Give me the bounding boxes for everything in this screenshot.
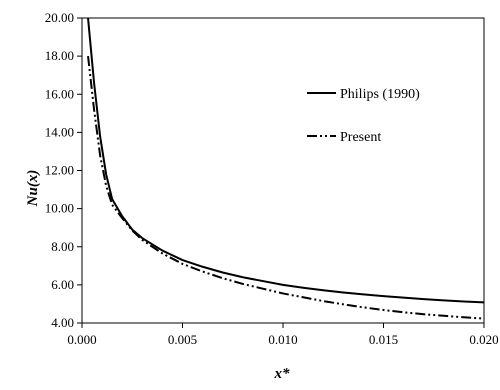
- y-tick-label: 4.00: [51, 315, 74, 330]
- y-tick-label: 8.00: [51, 239, 74, 254]
- x-tick-label: 0.015: [369, 332, 398, 347]
- series-line-present: [87, 56, 485, 320]
- y-tick-label: 20.00: [45, 10, 74, 25]
- y-axis-title: Nu(x): [25, 170, 41, 208]
- y-tick-label: 18.00: [45, 48, 74, 63]
- legend: Philips (1990) Present: [307, 87, 420, 145]
- y-tick-label: 6.00: [51, 277, 74, 292]
- x-tick-label: 0.010: [268, 332, 297, 347]
- x-tick-label: 0.005: [168, 332, 197, 347]
- y-tick-label: 10.00: [45, 201, 74, 216]
- ticks: 4.00 6.00 8.00 10.00 12.00 14.00 16.00 18.00 20.…: [45, 10, 499, 347]
- legend-label-philips: Philips (1990): [340, 87, 420, 102]
- axes: [81, 17, 485, 324]
- legend-label-present: Present: [340, 130, 381, 145]
- x-tick-label: 0.000: [67, 332, 96, 347]
- series-line-philips: [87, 17, 485, 304]
- x-axis-title: x*: [274, 366, 291, 382]
- x-tick-label: 0.020: [469, 332, 498, 347]
- y-tick-label: 12.00: [45, 163, 74, 178]
- plot-frame: [81, 17, 485, 324]
- y-tick-label: 16.00: [45, 86, 74, 101]
- y-tick-label: 14.00: [45, 124, 74, 139]
- series-lines: [87, 17, 485, 320]
